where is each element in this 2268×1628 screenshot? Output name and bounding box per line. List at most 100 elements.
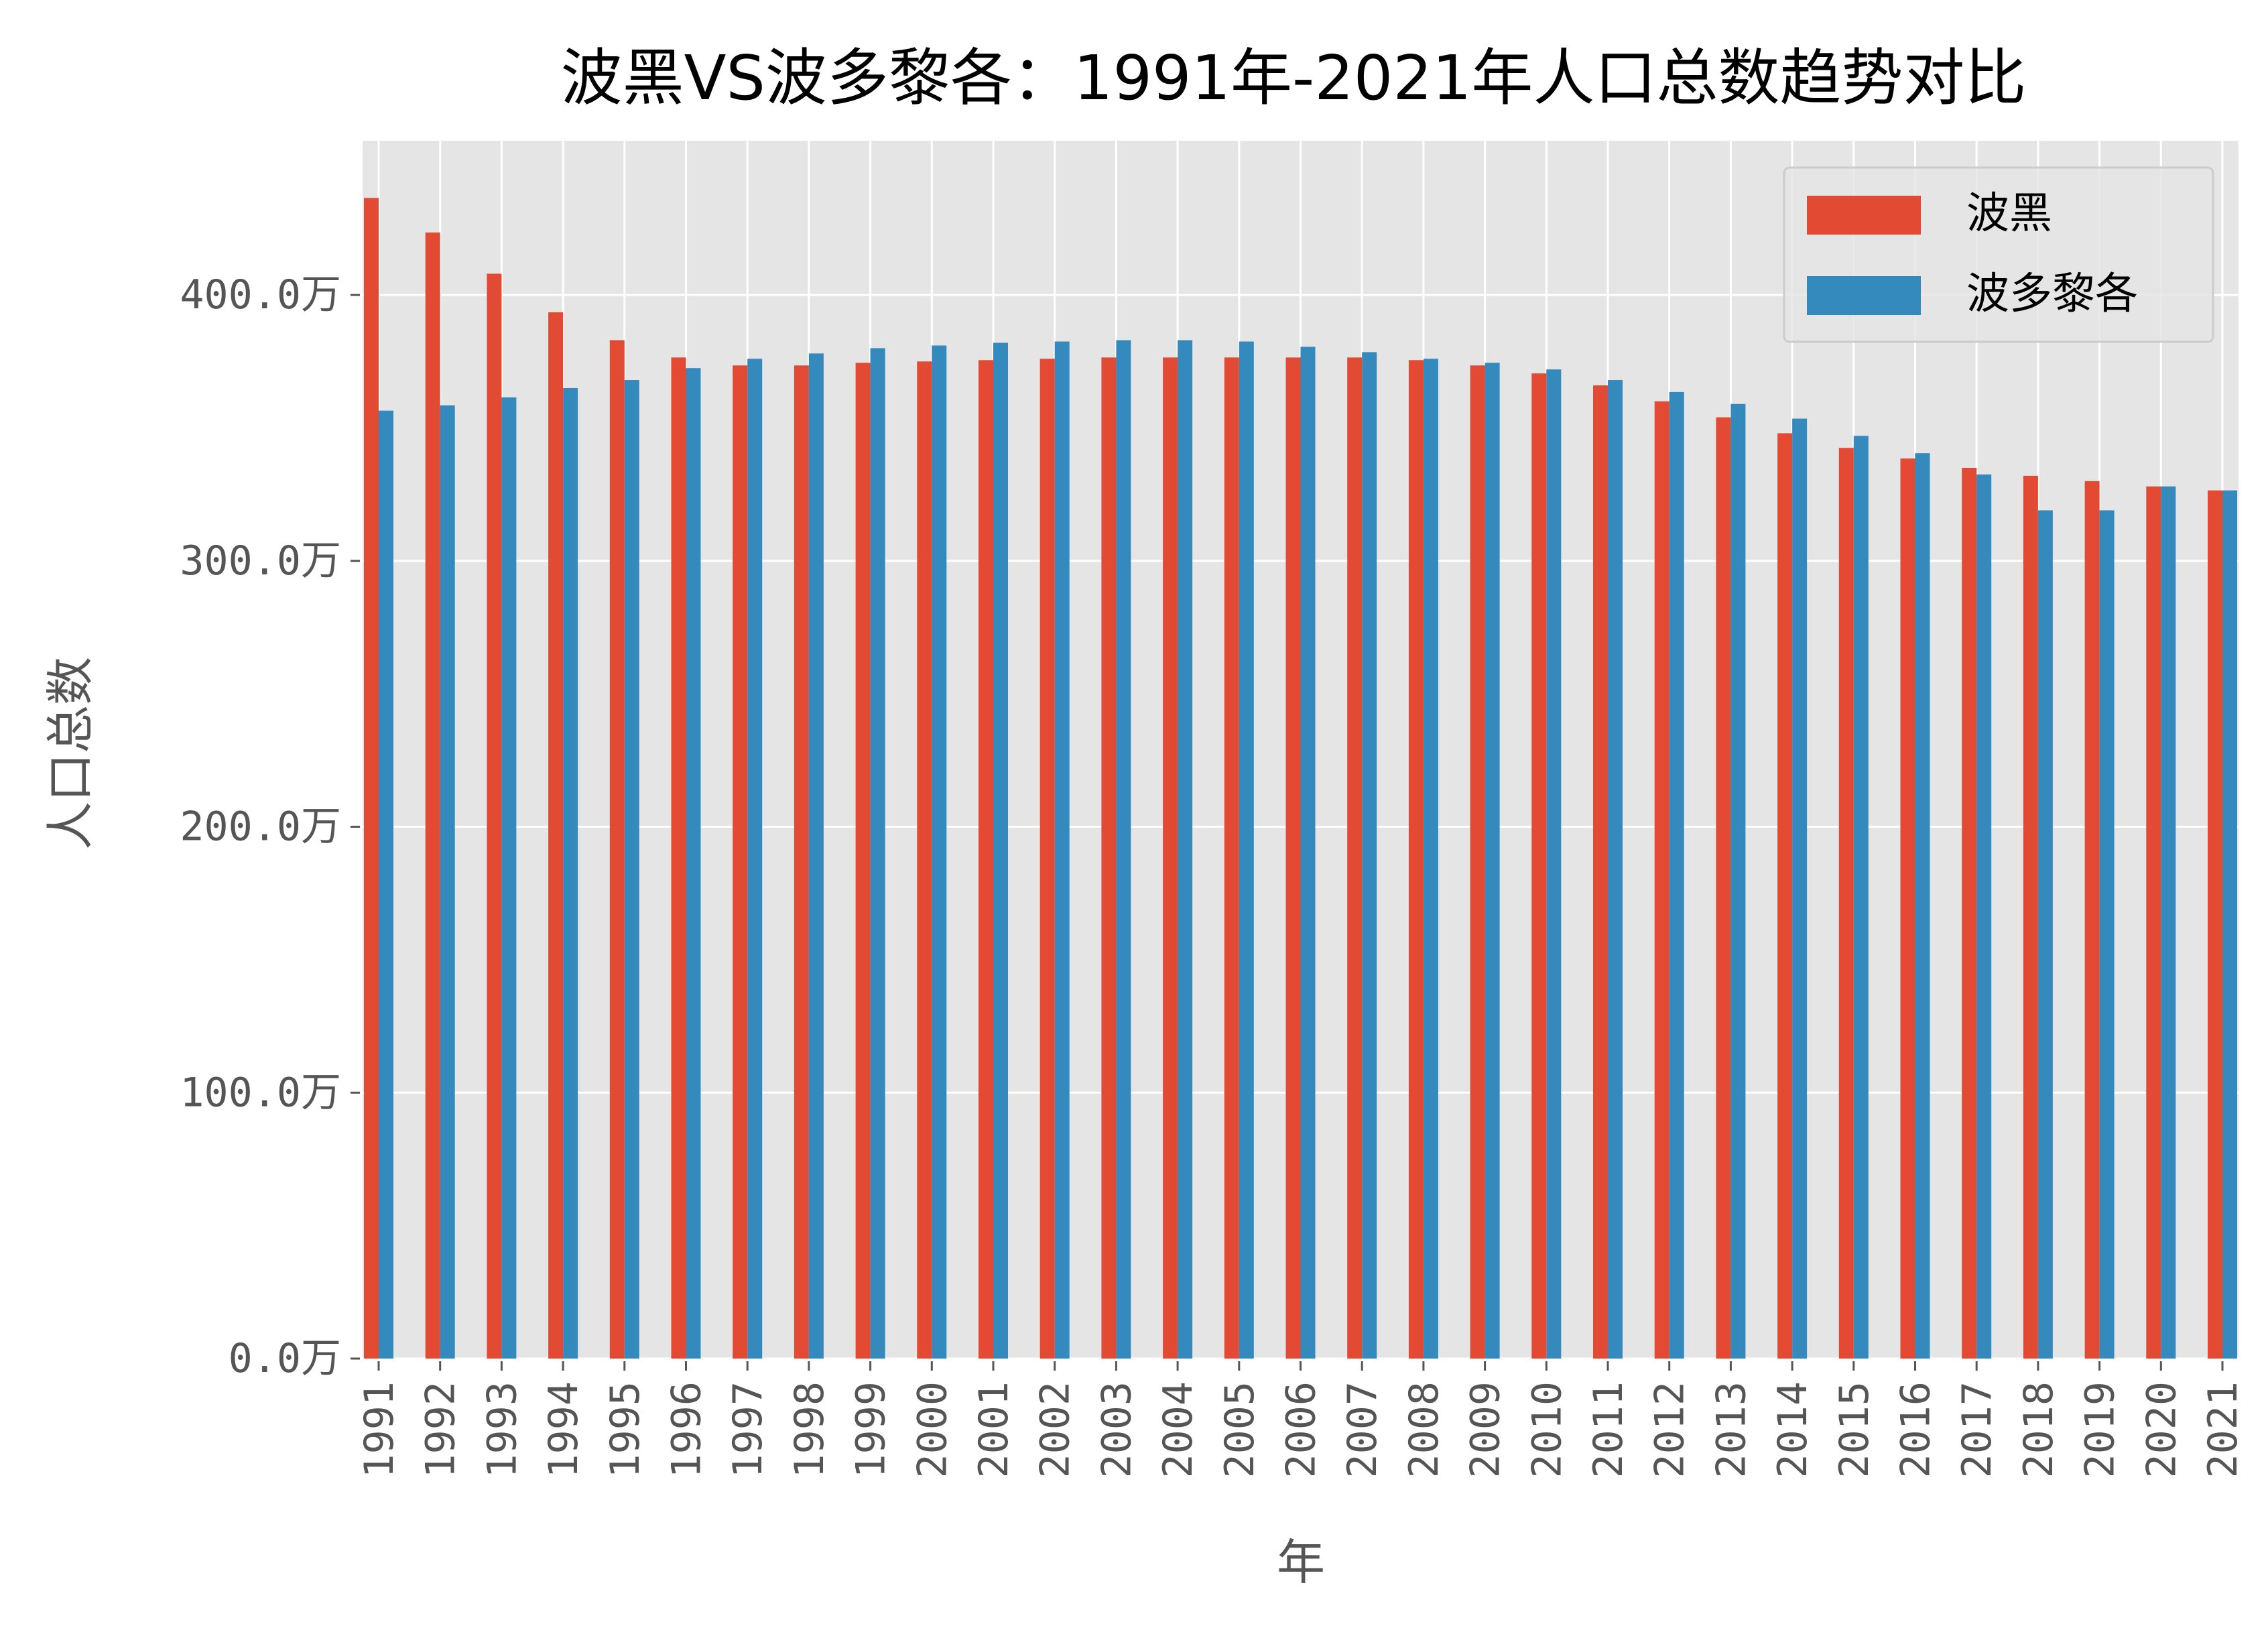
bar-波多黎各-2018: [2037, 510, 2053, 1359]
x-tick-label: 2020: [2138, 1381, 2185, 1479]
bar-波多黎各-2016: [1915, 453, 1930, 1359]
x-tick-label: 1992: [418, 1381, 464, 1479]
x-tick-label: 1996: [664, 1381, 710, 1479]
bar-波黑-2002: [1040, 359, 1055, 1359]
x-tick-label: 2001: [970, 1381, 1017, 1479]
x-tick-label: 2004: [1155, 1381, 1202, 1479]
bar-波多黎各-2005: [1239, 341, 1254, 1359]
bar-波多黎各-2008: [1423, 359, 1438, 1359]
bar-波黑-1991: [364, 198, 379, 1359]
x-tick-label: 2007: [1339, 1381, 1386, 1479]
x-tick-label: 2019: [2077, 1381, 2124, 1479]
x-tick-label: 2000: [909, 1381, 956, 1479]
legend-label-波黑: 波黑: [1966, 189, 2052, 239]
bar-波多黎各-2007: [1362, 352, 1377, 1359]
bar-波黑-2003: [1101, 357, 1117, 1359]
x-tick-label: 2015: [1831, 1381, 1878, 1479]
x-tick-label: 2008: [1401, 1381, 1448, 1479]
x-tick-label: 1991: [356, 1381, 403, 1479]
bar-波黑-1997: [733, 365, 748, 1359]
bar-波黑-2021: [2208, 490, 2222, 1359]
x-tick-label: 2002: [1032, 1381, 1079, 1479]
x-tick-label: 2021: [2200, 1381, 2247, 1479]
bar-波黑-2012: [1654, 401, 1670, 1359]
x-tick-label: 2013: [1708, 1381, 1755, 1479]
bar-波多黎各-2000: [932, 345, 947, 1359]
chart-title: 波黑VS波多黎各：1991年-2021年人口总数趋势对比: [561, 42, 2027, 114]
x-tick-label: 2014: [1769, 1381, 1816, 1479]
bar-波黑-2006: [1285, 357, 1301, 1359]
bar-波黑-1995: [609, 340, 625, 1359]
x-tick-label: 2012: [1647, 1381, 1694, 1479]
bar-波多黎各-1992: [440, 405, 455, 1359]
x-tick-label: 1994: [540, 1381, 587, 1479]
x-tick-label: 2018: [2015, 1381, 2062, 1479]
bar-波多黎各-1997: [747, 359, 763, 1359]
bar-波黑-1996: [671, 357, 686, 1359]
x-tick-label: 1997: [724, 1381, 771, 1479]
bar-波黑-2013: [1716, 417, 1731, 1359]
bar-波多黎各-2011: [1608, 380, 1623, 1359]
bar-波多黎各-2013: [1730, 403, 1746, 1359]
x-tick-label: 1999: [848, 1381, 895, 1479]
y-axis: 0.0万 100.0万 200.0万 300.0万 400.0万: [180, 271, 360, 1382]
bar-波多黎各-2020: [2161, 486, 2176, 1359]
x-axis: 1991 1992 1993 1994 1995 1996 1997 1998 1999 2000…: [356, 1361, 2247, 1479]
bar-波黑-2018: [2023, 475, 2038, 1359]
bar-波多黎各-2006: [1300, 347, 1316, 1359]
x-tick-label: 2003: [1093, 1381, 1140, 1479]
y-tick-label: 400.0万: [180, 271, 341, 318]
bar-波多黎各-2019: [2099, 510, 2115, 1359]
bar-波黑-2000: [917, 361, 932, 1359]
bar-波多黎各-1998: [808, 353, 824, 1359]
x-tick-label: 2010: [1523, 1381, 1570, 1479]
y-tick-label: 100.0万: [180, 1069, 341, 1116]
legend-swatch-波黑: [1807, 196, 1921, 235]
bar-波黑-2007: [1347, 357, 1363, 1359]
legend-swatch-波多黎各: [1807, 276, 1921, 315]
x-tick-label: 1998: [786, 1381, 833, 1479]
bar-波多黎各-2002: [1054, 341, 1070, 1359]
bar-波黑-1993: [487, 273, 502, 1359]
bar-波黑-1992: [425, 232, 440, 1359]
x-tick-label: 2005: [1216, 1381, 1263, 1479]
y-tick-label: 300.0万: [180, 538, 341, 584]
x-tick-label: 2017: [1954, 1381, 2001, 1479]
x-tick-label: 1993: [479, 1381, 525, 1479]
x-tick-label: 2009: [1462, 1381, 1509, 1479]
bar-波黑-1994: [548, 312, 564, 1359]
bar-波黑-2008: [1408, 360, 1424, 1359]
bar-波多黎各-1996: [686, 368, 701, 1359]
x-tick-label: 1995: [602, 1381, 649, 1479]
bar-波黑-2016: [1900, 458, 1915, 1359]
bar-波多黎各-2017: [1976, 474, 1992, 1359]
bar-波多黎各-2014: [1792, 418, 1808, 1359]
bar-波多黎各-2015: [1853, 436, 1869, 1359]
bar-波黑-2015: [1838, 448, 1854, 1359]
bar-波黑-2005: [1224, 357, 1239, 1359]
bar-波多黎各-1991: [379, 410, 393, 1359]
bar-波多黎各-2003: [1116, 340, 1131, 1359]
bar-波黑-2009: [1470, 365, 1485, 1359]
bar-波黑-2017: [1962, 467, 1977, 1359]
bar-波多黎各-2012: [1669, 391, 1684, 1359]
x-tick-label: 2011: [1585, 1381, 1632, 1479]
bar-波多黎各-2021: [2222, 490, 2237, 1359]
x-tick-label: 2016: [1893, 1381, 1940, 1479]
bar-波黑-2014: [1777, 433, 1793, 1359]
bar-波多黎各-2010: [1546, 369, 1562, 1359]
x-axis-label: 年: [1277, 1534, 1325, 1590]
bar-波黑-2011: [1593, 385, 1608, 1359]
bar-波黑-2010: [1531, 373, 1547, 1359]
bar-波多黎各-2009: [1485, 363, 1500, 1359]
y-axis-label: 人口总数: [42, 657, 99, 850]
y-tick-label: 200.0万: [180, 804, 341, 851]
bar-波多黎各-1993: [501, 397, 517, 1359]
bar-波黑-1998: [794, 365, 809, 1359]
bar-波黑-2020: [2146, 486, 2161, 1359]
bar-波黑-2004: [1163, 357, 1178, 1359]
bar-波多黎各-1999: [870, 348, 885, 1359]
bar-波黑-1999: [855, 363, 871, 1359]
